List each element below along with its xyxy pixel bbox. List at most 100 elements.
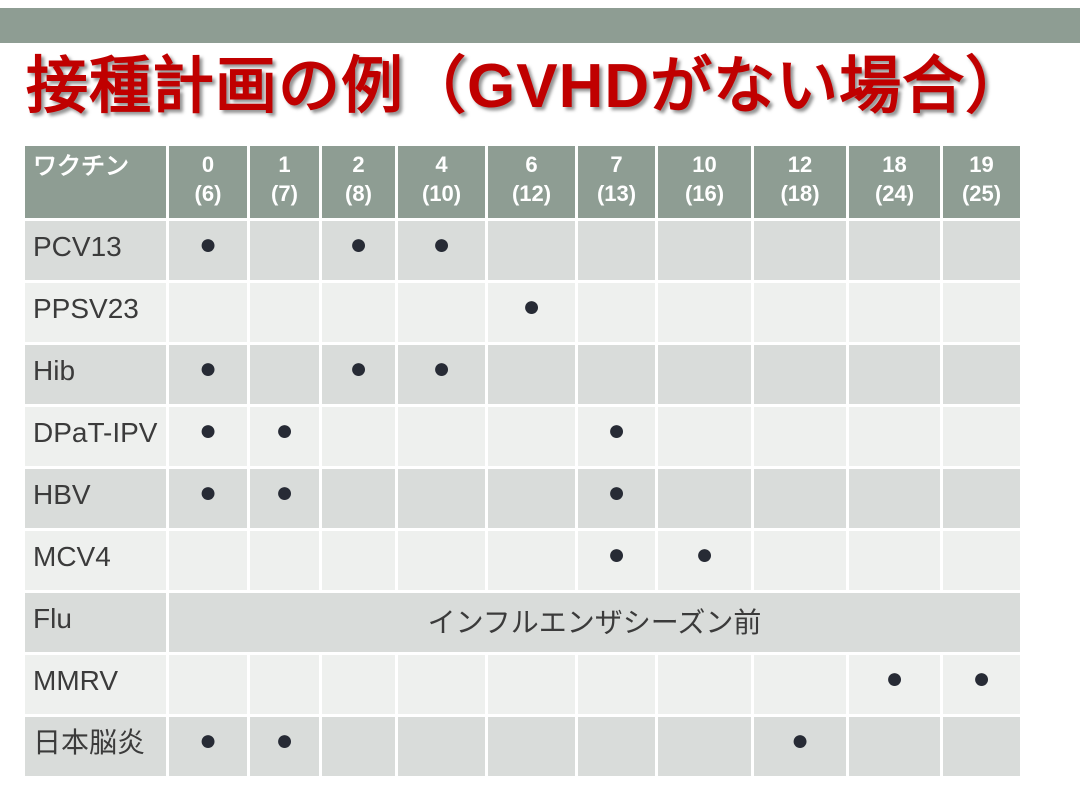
header-age: (18)	[780, 180, 820, 206]
schedule-cell	[751, 342, 849, 407]
dot-marker: ●	[198, 414, 218, 447]
schedule-cell	[751, 652, 849, 717]
merged-cell: インフルエンザシーズン前	[166, 590, 1023, 655]
table-row: MMRV ● ●	[22, 652, 1023, 717]
schedule-cell: ●	[575, 466, 658, 531]
schedule-cell	[655, 652, 754, 717]
schedule-cell	[575, 652, 658, 717]
schedule-cell	[247, 528, 322, 593]
schedule-cell	[751, 528, 849, 593]
header-age: (10)	[421, 180, 462, 206]
row-label: HBV	[22, 466, 169, 531]
schedule-cell	[575, 218, 658, 283]
dot-marker: ●	[607, 476, 626, 509]
header-age: (7)	[271, 180, 298, 206]
schedule-cell	[485, 404, 578, 469]
table-row: PPSV23 ●	[22, 280, 1023, 345]
table-row: HBV ● ● ●	[22, 466, 1023, 531]
table-row: Hib ● ● ●	[22, 342, 1023, 407]
row-label: MMRV	[22, 652, 169, 717]
schedule-cell	[655, 218, 754, 283]
dot-marker: ●	[198, 228, 218, 261]
header-col: 19 (25)	[940, 143, 1023, 221]
schedule-cell	[751, 218, 849, 283]
schedule-cell: ●	[575, 528, 658, 593]
schedule-cell: ●	[166, 218, 250, 283]
schedule-cell	[395, 404, 488, 469]
dot-marker: ●	[198, 724, 218, 757]
schedule-cell	[319, 714, 398, 779]
schedule-cell	[166, 528, 250, 593]
top-accent-band	[0, 8, 1080, 43]
schedule-cell	[846, 528, 943, 593]
schedule-cell	[485, 218, 578, 283]
header-col: 7 (13)	[575, 143, 658, 221]
dot-marker: ●	[607, 414, 626, 447]
dot-marker: ●	[198, 352, 218, 385]
header-col: 1 (7)	[247, 143, 322, 221]
dot-marker: ●	[522, 290, 541, 323]
schedule-cell	[485, 342, 578, 407]
dot-marker: ●	[695, 538, 714, 571]
schedule-cell: ●	[751, 714, 849, 779]
header-col: 10 (16)	[655, 143, 754, 221]
schedule-cell	[846, 714, 943, 779]
dot-marker: ●	[349, 228, 368, 261]
schedule-cell	[655, 466, 754, 531]
schedule-cell	[485, 528, 578, 593]
header-age: (25)	[961, 180, 1002, 206]
schedule-cell: ●	[485, 280, 578, 345]
row-label: DPaT-IPV	[22, 404, 169, 469]
schedule-cell	[575, 280, 658, 345]
schedule-cell: ●	[247, 714, 322, 779]
row-label: PCV13	[22, 218, 169, 283]
header-month: 2	[352, 152, 365, 177]
schedule-cell	[319, 652, 398, 717]
schedule-cell	[940, 466, 1023, 531]
schedule-cell	[751, 466, 849, 531]
table-row: 日本脳炎 ● ● ●	[22, 714, 1023, 779]
schedule-cell	[655, 280, 754, 345]
schedule-cell	[940, 218, 1023, 283]
header-col: 4 (10)	[395, 143, 488, 221]
schedule-cell	[575, 342, 658, 407]
header-col: 0 (6)	[166, 143, 250, 221]
row-label: 日本脳炎	[22, 714, 169, 779]
schedule-cell	[247, 342, 322, 407]
header-month: 19	[969, 152, 994, 177]
schedule-cell	[655, 342, 754, 407]
schedule-cell	[846, 466, 943, 531]
dot-marker: ●	[198, 476, 218, 509]
schedule-cell	[485, 466, 578, 531]
vaccination-schedule-table: ワクチン 0 (6) 1 (7) 2 (8) 4 (10) 6 (12) 7 (13) 10 (16) 12(…	[22, 143, 1023, 779]
dot-marker: ●	[275, 476, 294, 509]
dot-marker: ●	[349, 352, 368, 385]
schedule-cell: ●	[575, 404, 658, 469]
row-label: Hib	[22, 342, 169, 407]
schedule-cell	[940, 404, 1023, 469]
slide-title: 接種計画の例（GVHDがない場合）	[26, 52, 1029, 121]
dot-marker: ●	[432, 352, 451, 385]
schedule-cell: ●	[319, 218, 398, 283]
schedule-cell	[319, 404, 398, 469]
header-month: 6	[525, 152, 538, 177]
schedule-cell	[166, 280, 250, 345]
schedule-cell: ●	[395, 342, 488, 407]
dot-marker: ●	[607, 538, 626, 571]
schedule-cell	[395, 652, 488, 717]
header-month: 18	[882, 152, 907, 177]
dot-marker: ●	[972, 662, 991, 695]
header-month: 4	[435, 152, 448, 177]
schedule-cell	[846, 342, 943, 407]
schedule-cell	[751, 404, 849, 469]
schedule-cell	[319, 280, 398, 345]
schedule-cell	[247, 652, 322, 717]
header-col: 12 (18)	[751, 143, 849, 221]
schedule-cell	[395, 466, 488, 531]
header-month: 10	[692, 152, 717, 177]
header-month: 7	[610, 152, 623, 177]
dot-marker: ●	[790, 724, 810, 757]
schedule-cell	[655, 714, 754, 779]
header-age: (24)	[874, 180, 915, 206]
